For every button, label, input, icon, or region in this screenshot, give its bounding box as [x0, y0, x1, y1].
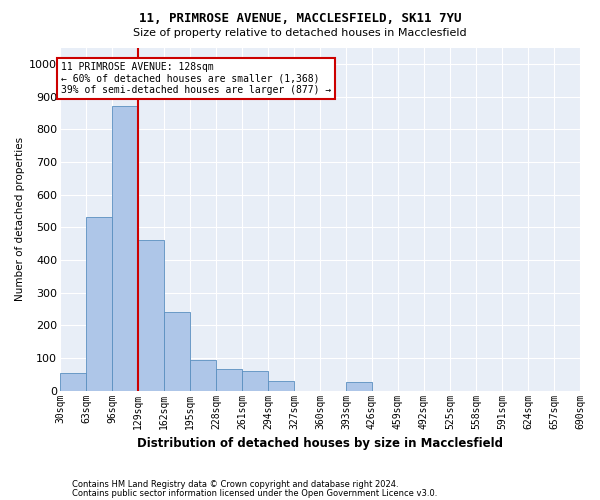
- X-axis label: Distribution of detached houses by size in Macclesfield: Distribution of detached houses by size …: [137, 437, 503, 450]
- Bar: [190, 360, 216, 390]
- Bar: [346, 382, 372, 390]
- Bar: [138, 240, 164, 390]
- Text: 11, PRIMROSE AVENUE, MACCLESFIELD, SK11 7YU: 11, PRIMROSE AVENUE, MACCLESFIELD, SK11 …: [139, 12, 461, 26]
- Y-axis label: Number of detached properties: Number of detached properties: [15, 137, 25, 301]
- Text: Contains public sector information licensed under the Open Government Licence v3: Contains public sector information licen…: [72, 488, 437, 498]
- Text: 11 PRIMROSE AVENUE: 128sqm
← 60% of detached houses are smaller (1,368)
39% of s: 11 PRIMROSE AVENUE: 128sqm ← 60% of deta…: [61, 62, 331, 96]
- Bar: [60, 372, 86, 390]
- Bar: [242, 371, 268, 390]
- Text: Contains HM Land Registry data © Crown copyright and database right 2024.: Contains HM Land Registry data © Crown c…: [72, 480, 398, 489]
- Bar: [216, 370, 242, 390]
- Bar: [86, 218, 112, 390]
- Bar: [112, 106, 138, 391]
- Text: Size of property relative to detached houses in Macclesfield: Size of property relative to detached ho…: [133, 28, 467, 38]
- Bar: [164, 312, 190, 390]
- Bar: [268, 381, 294, 390]
